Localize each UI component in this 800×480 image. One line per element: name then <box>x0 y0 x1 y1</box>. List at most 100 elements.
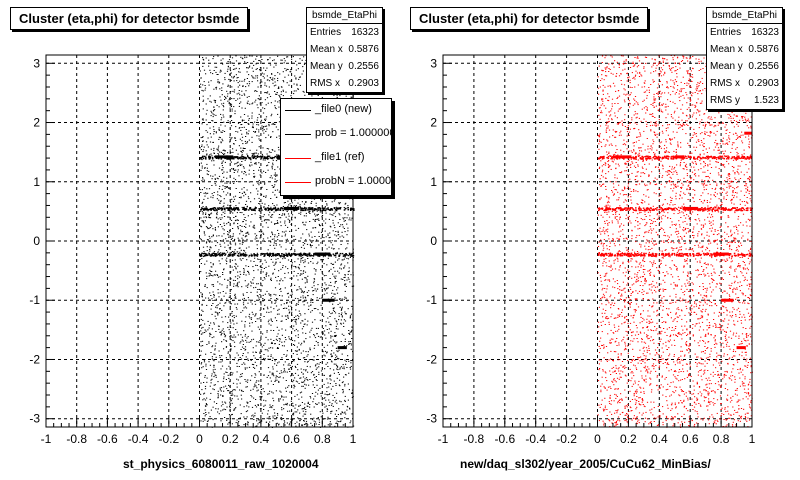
data-point <box>223 116 225 118</box>
data-point <box>202 65 204 67</box>
data-point <box>229 381 231 383</box>
data-point <box>218 254 221 256</box>
data-point <box>258 169 260 171</box>
data-point <box>303 323 305 325</box>
data-point <box>255 157 257 160</box>
data-point <box>302 350 304 352</box>
data-point <box>334 254 337 257</box>
data-point <box>231 266 233 268</box>
data-point <box>263 156 265 158</box>
data-point <box>266 417 268 419</box>
data-point <box>246 379 249 381</box>
data-point <box>216 148 218 150</box>
data-point <box>291 365 293 367</box>
data-point <box>269 358 271 360</box>
data-point <box>265 400 267 402</box>
data-point <box>228 255 231 257</box>
data-point <box>230 303 232 305</box>
data-point <box>230 348 232 350</box>
data-point <box>224 253 227 255</box>
data-point <box>306 229 308 231</box>
data-point <box>347 273 349 275</box>
data-point <box>260 269 262 271</box>
data-point <box>242 302 245 304</box>
data-point <box>236 395 238 397</box>
data-point <box>229 149 231 151</box>
data-point <box>316 380 318 381</box>
data-point <box>201 180 203 182</box>
data-point <box>212 195 214 197</box>
data-point <box>210 266 212 268</box>
data-point <box>220 368 222 370</box>
data-point <box>280 207 282 209</box>
data-point <box>199 238 201 240</box>
data-point <box>313 334 315 335</box>
data-point <box>265 125 268 127</box>
data-point <box>211 253 213 255</box>
data-point <box>294 253 297 255</box>
data-point <box>311 286 313 288</box>
data-point <box>256 295 258 297</box>
data-point <box>251 81 253 83</box>
data-point <box>300 291 303 293</box>
data-point <box>311 424 313 426</box>
data-point <box>279 390 281 392</box>
data-point <box>236 181 238 182</box>
data-point <box>279 372 281 374</box>
data-point <box>347 383 349 385</box>
data-point <box>210 209 212 211</box>
data-point <box>252 157 255 159</box>
data-point <box>336 416 338 417</box>
data-point <box>250 389 252 391</box>
data-point <box>278 217 280 219</box>
data-point <box>220 200 222 202</box>
data-point <box>278 240 281 242</box>
data-point <box>351 393 353 394</box>
data-point <box>238 239 240 241</box>
data-point <box>208 156 210 159</box>
data-point <box>260 351 262 353</box>
data-point <box>227 84 229 86</box>
data-point <box>253 227 255 229</box>
data-point <box>246 232 248 234</box>
data-point <box>287 200 289 202</box>
data-point <box>289 294 291 296</box>
data-point <box>262 63 264 64</box>
data-point <box>232 382 235 384</box>
data-point <box>220 151 222 153</box>
data-point <box>324 230 326 232</box>
data-point <box>238 92 240 94</box>
data-point <box>250 318 252 320</box>
data-point <box>251 415 253 417</box>
data-point <box>246 240 248 242</box>
data-point <box>200 169 202 171</box>
data-point <box>229 392 231 394</box>
data-point <box>233 285 235 287</box>
data-point <box>291 293 293 295</box>
data-point <box>295 315 297 317</box>
data-point <box>280 288 282 290</box>
data-point <box>277 276 279 277</box>
data-point <box>281 214 283 216</box>
data-point <box>213 251 216 253</box>
data-point <box>216 312 219 314</box>
data-point <box>348 267 350 269</box>
data-point <box>347 230 349 232</box>
data-point <box>233 91 235 93</box>
data-point <box>256 248 258 250</box>
data-point <box>245 174 247 176</box>
data-point <box>265 118 267 120</box>
data-point <box>251 255 253 257</box>
data-point <box>262 238 265 240</box>
data-point <box>276 320 278 322</box>
data-point <box>208 324 211 326</box>
data-point <box>214 348 216 350</box>
data-point <box>288 309 290 311</box>
data-point <box>344 290 346 292</box>
data-point <box>246 56 248 58</box>
data-point <box>259 261 261 263</box>
data-point <box>224 77 226 79</box>
data-point <box>223 224 226 226</box>
data-point <box>210 409 212 411</box>
data-point <box>240 311 242 313</box>
